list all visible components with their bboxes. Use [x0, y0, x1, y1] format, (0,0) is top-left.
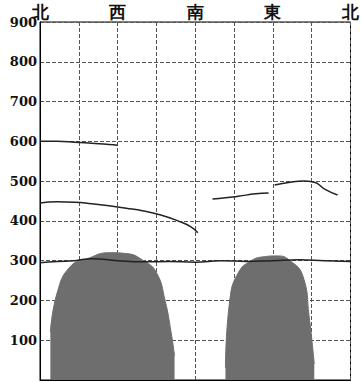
svg-text:100: 100 — [10, 333, 37, 348]
svg-text:600: 600 — [10, 134, 37, 149]
svg-text:北: 北 — [341, 2, 360, 22]
svg-text:300: 300 — [10, 253, 37, 268]
svg-text:200: 200 — [10, 293, 37, 308]
svg-text:400: 400 — [10, 213, 37, 228]
svg-text:900: 900 — [9, 14, 37, 30]
svg-text:700: 700 — [10, 94, 37, 109]
svg-text:南: 南 — [186, 2, 204, 22]
svg-text:西: 西 — [108, 2, 126, 22]
svg-text:東: 東 — [263, 2, 282, 22]
svg-text:北: 北 — [31, 2, 50, 22]
svg-text:800: 800 — [10, 54, 37, 69]
svg-text:500: 500 — [10, 174, 37, 189]
